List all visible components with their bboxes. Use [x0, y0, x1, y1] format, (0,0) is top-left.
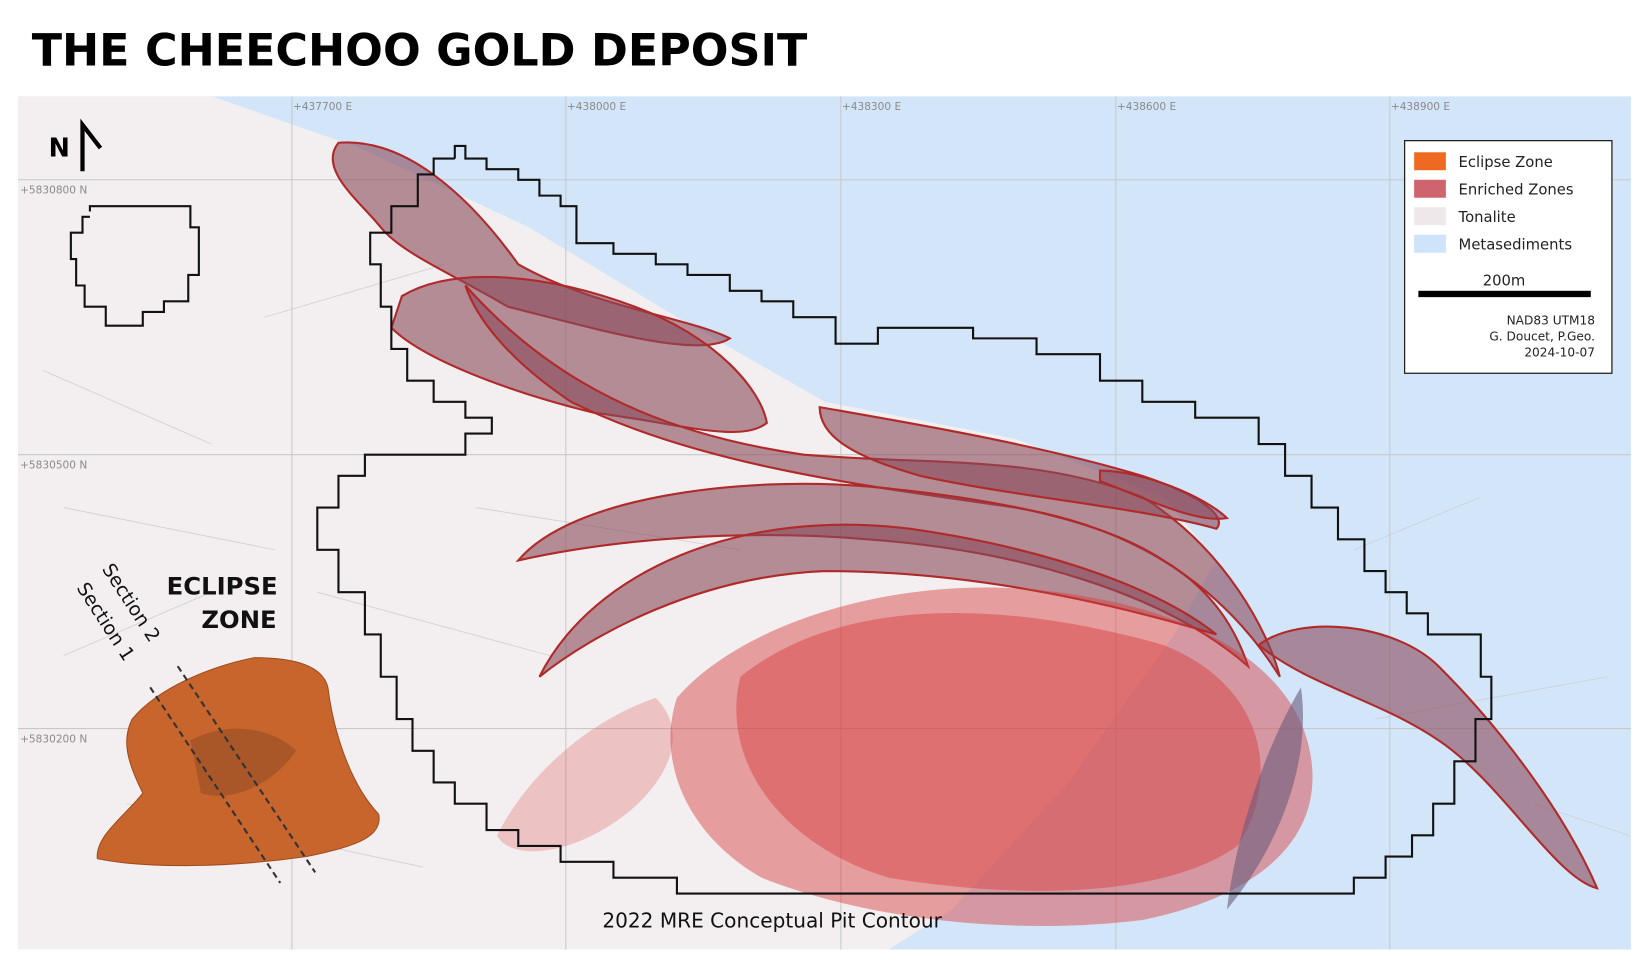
legend-swatch	[1414, 179, 1446, 198]
legend-item: Enriched Zones	[1459, 182, 1574, 199]
scale-label: 200m	[1483, 273, 1526, 290]
legend-item: Metasediments	[1459, 237, 1572, 254]
title: THE CHEECHOO GOLD DEPOSIT	[32, 26, 808, 77]
eclipse-label: ZONE	[201, 605, 276, 634]
section-2-line	[176, 665, 317, 873]
credit: G. Doucet, P.Geo.	[1489, 329, 1595, 343]
legend-swatch	[1414, 234, 1446, 253]
legend-item: Eclipse Zone	[1459, 154, 1553, 171]
map: +437700 E +438000 E +438300 E +438600 E +438…	[17, 96, 1631, 950]
north-arrow	[80, 118, 103, 172]
section-1-line	[149, 686, 282, 884]
easting-label: +438600 E	[1117, 101, 1176, 113]
easting-label: +438900 E	[1391, 101, 1450, 113]
enriched-zones	[331, 141, 1599, 890]
eclipse-zone-shade	[190, 728, 297, 796]
legend-item: Tonalite	[1458, 209, 1516, 226]
easting-label: +438000 E	[567, 101, 626, 113]
enriched-zone-core	[497, 587, 1313, 926]
legend-swatch	[1414, 152, 1446, 171]
credit: NAD83 UTM18	[1507, 314, 1595, 328]
easting-labels: +437700 E +438000 E +438300 E +438600 E +438…	[293, 101, 1450, 113]
eclipse-pit-contour	[69, 205, 200, 327]
pit-contour-label: 2022 MRE Conceptual Pit Contour	[602, 908, 942, 932]
legend: Eclipse Zone Enriched Zones Tonalite Met…	[1403, 140, 1613, 374]
northing-label: +5830200 N	[20, 733, 87, 745]
easting-label: +437700 E	[293, 101, 352, 113]
northing-label: +5830800 N	[20, 185, 87, 197]
easting-label: +438300 E	[842, 101, 901, 113]
scale-bar	[1418, 290, 1591, 298]
pit-contour	[316, 144, 1493, 895]
eclipse-label: ECLIPSE	[167, 571, 278, 600]
northing-label: +5830500 N	[20, 459, 87, 471]
north-label: N	[49, 133, 70, 163]
legend-box	[1403, 140, 1613, 374]
northing-labels: +5830800 N +5830500 N +5830200 N	[20, 185, 87, 746]
credit: 2024-10-07	[1524, 345, 1595, 359]
legend-swatch	[1414, 207, 1446, 226]
